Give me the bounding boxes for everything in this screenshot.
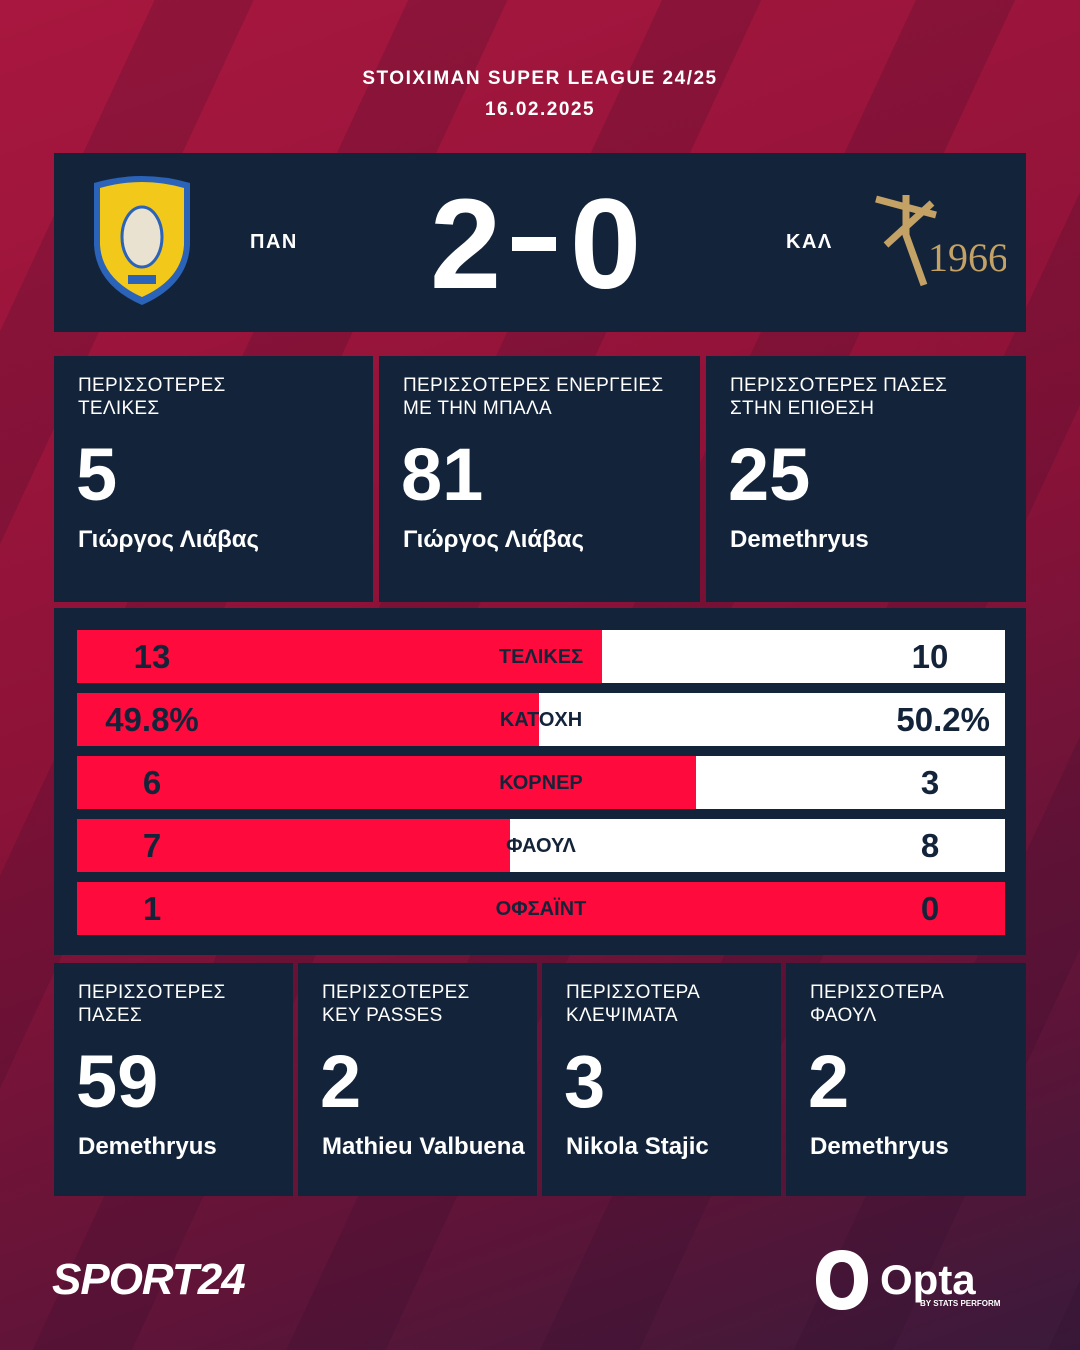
stat-label: ΚΟΡΝΕΡ [499,772,583,794]
away-crest: 1966 [875,195,1006,287]
stat-card: ΠΕΡΙΣΣΟΤΕΡΕΣ KEY PASSES 2 Mathieu Valbuena [298,963,537,1196]
brand-logo: SPORT24 [52,1255,246,1304]
away-score: 0 [570,173,642,316]
opta-mark [816,1250,868,1310]
card-value: 59 [76,1040,159,1123]
away-value: 8 [920,827,940,864]
card-label: ΚΛΕΨΙΜΑΤΑ [566,1005,678,1026]
competition: STOIXIMAN SUPER LEAGUE 24/25 [362,68,718,89]
away-bar [695,756,1005,809]
away-value: 3 [920,764,940,801]
away-logo-text: 1966 [928,235,1006,280]
home-abbr: ΠΑΝ [250,231,298,253]
card-label: ΜΕ ΤΗΝ ΜΠΑΛΑ [403,398,552,419]
stat-label: ΤΕΛΙΚΕΣ [498,646,584,668]
stat-card: ΠΕΡΙΣΣΟΤΕΡΕΣ ΠΑΣΕΣ 59 Demethryus [54,963,293,1196]
card-label: ΠΕΡΙΣΣΟΤΕΡΕΣ ΠΑΣΕΣ [730,375,948,396]
card-player: Demethryus [810,1133,949,1160]
score-dash [512,237,556,251]
home-value: 6 [142,764,162,801]
card-value: 2 [808,1040,850,1123]
card-player: Demethryus [78,1133,217,1160]
home-bar [77,882,1005,935]
home-value: 1 [142,890,162,927]
away-bar [539,693,1005,746]
card-label: KEY PASSES [322,1005,443,1026]
card-value: 3 [564,1040,606,1123]
card-label: ΠΕΡΙΣΣΟΤΕΡΕΣ [78,982,226,1003]
card-label: ΤΕΛΙΚΕΣ [78,398,160,419]
card-label: ΦΑΟΥΛ [810,1005,877,1026]
stat-card: ΠΕΡΙΣΣΟΤΕΡΑ ΦΑΟΥΛ 2 Demethryus [786,963,1026,1196]
card-label: ΠΕΡΙΣΣΟΤΕΡΑ [810,982,945,1003]
away-abbr: ΚΑΛ [786,231,833,253]
stat-card: ΠΕΡΙΣΣΟΤΕΡΕΣ ΠΑΣΕΣ ΣΤΗΝ ΕΠΙΘΕΣΗ 25 Demethry… [706,356,1026,602]
away-value: 50.2% [896,701,990,738]
away-bar [601,630,1005,683]
home-value: 7 [142,827,162,864]
home-bar [77,693,540,746]
card-value: 2 [320,1040,362,1123]
card-label: ΠΑΣΕΣ [78,1005,143,1026]
card-player: Demethryus [730,526,869,553]
card-player: Nikola Stajic [566,1133,709,1160]
stat-card: ΠΕΡΙΣΣΟΤΕΡΕΣ ΤΕΛΙΚΕΣ 5 Γιώργος Λιάβας [54,356,373,602]
card-player: Mathieu Valbuena [322,1133,525,1160]
card-value: 25 [728,433,811,516]
home-bar [77,819,511,872]
home-bar [77,630,602,683]
card-value: 81 [401,433,484,516]
card-label: ΠΕΡΙΣΣΟΤΕΡΑ [566,982,701,1003]
stat-label: ΦΑΟΥΛ [506,835,576,857]
card-label: ΣΤΗΝ ΕΠΙΘΕΣΗ [730,398,875,419]
home-crest [94,176,190,305]
stat-card: ΠΕΡΙΣΣΟΤΕΡΕΣ ΕΝΕΡΓΕΙΕΣ ΜΕ ΤΗΝ ΜΠΑΛΑ 81 Γιώρ… [379,356,700,602]
provider-sub: BY STATS PERFORM [920,1299,1001,1308]
provider-logo: Opta [880,1256,976,1303]
score-panel: ΠΑΝ 2 0 ΚΑΛ 1966 [54,153,1026,332]
stat-label: ΚΑΤΟΧΗ [499,709,583,731]
home-value: 13 [133,638,171,675]
stat-label: ΟΦΣΑΪΝΤ [495,898,587,920]
away-value: 10 [911,638,949,675]
card-value: 5 [76,433,118,516]
away-bar [510,819,1005,872]
home-bar [77,756,696,809]
card-player: Γιώργος Λιάβας [78,526,260,553]
home-value: 49.8% [105,701,199,738]
card-player: Γιώργος Λιάβας [403,526,585,553]
home-score: 2 [430,173,502,316]
card-label: ΠΕΡΙΣΣΟΤΕΡΕΣ [78,375,226,396]
away-value: 0 [920,890,940,927]
card-label: ΠΕΡΙΣΣΟΤΕΡΕΣ [322,982,470,1003]
card-label: ΠΕΡΙΣΣΟΤΕΡΕΣ ΕΝΕΡΓΕΙΕΣ [403,375,664,396]
stat-card: ΠΕΡΙΣΣΟΤΕΡΑ ΚΛΕΨΙΜΑΤΑ 3 Nikola Stajic [542,963,781,1196]
match-date: 16.02.2025 [484,99,596,120]
